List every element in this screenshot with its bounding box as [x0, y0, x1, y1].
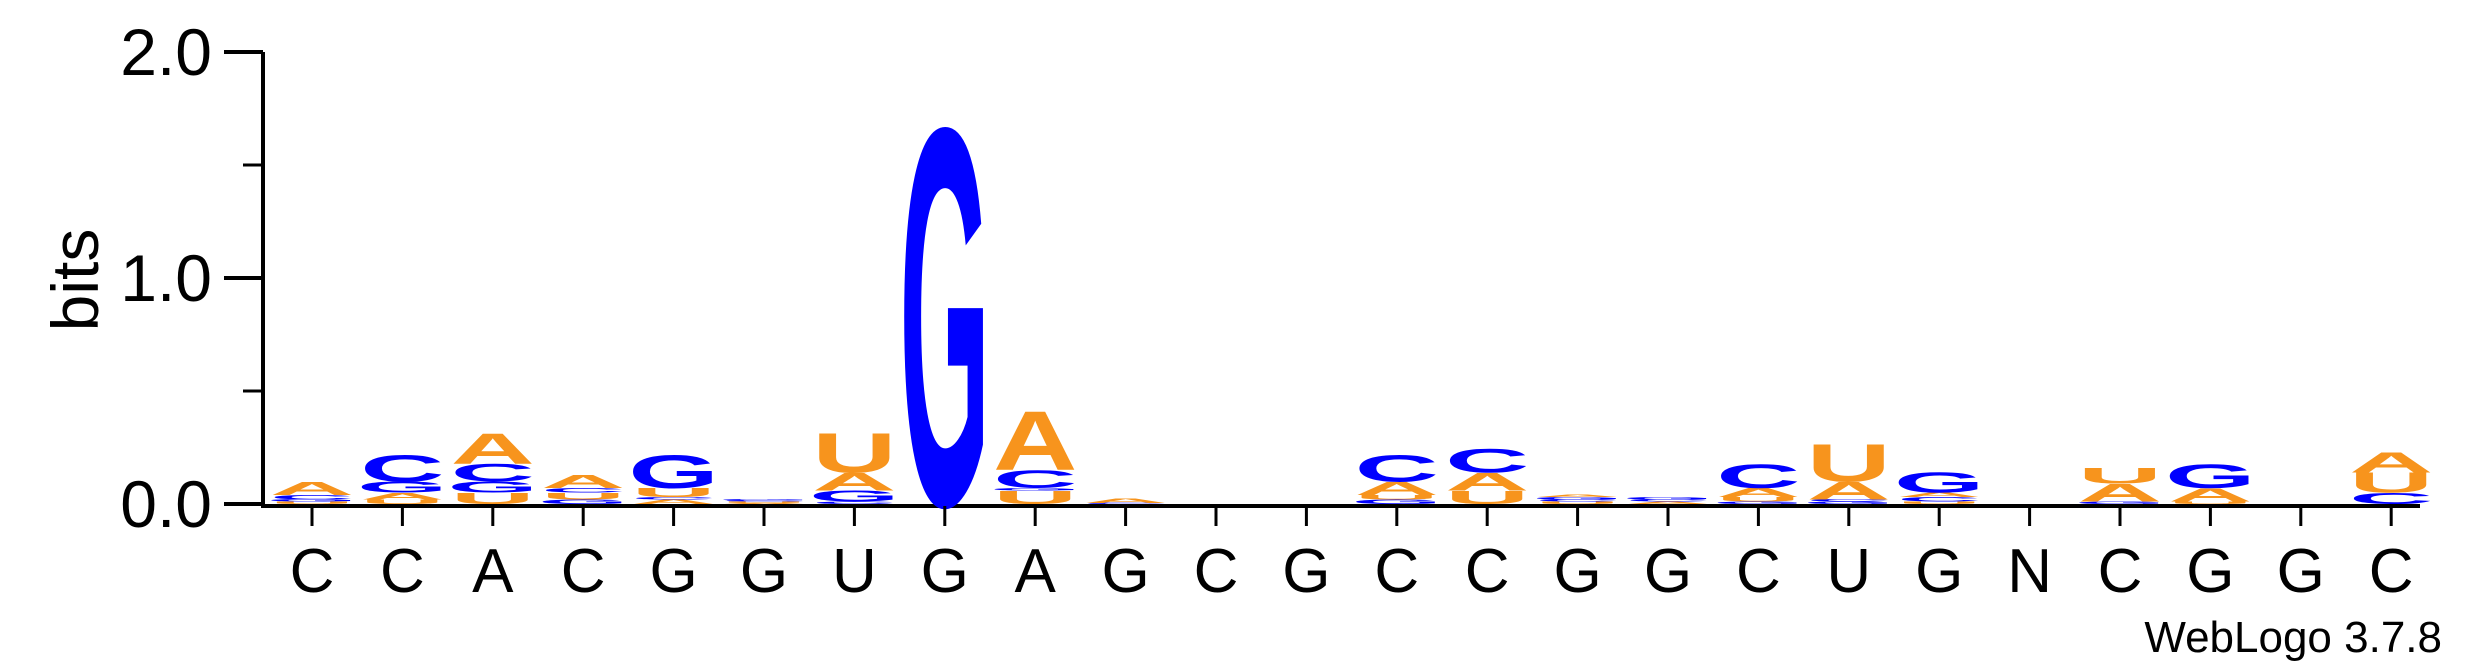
- logo-letter-a: A: [1083, 497, 1167, 504]
- x-tick-label: N: [2007, 537, 2052, 606]
- logo-letter-a: A: [993, 394, 1077, 489]
- x-tick-label: G: [1644, 537, 1692, 606]
- x-tick-label: C: [290, 537, 335, 606]
- weblogo-footer: WebLogo 3.7.8: [2144, 613, 2442, 662]
- y-tick-label: 1.0: [120, 241, 212, 315]
- x-tick-label: G: [740, 537, 788, 606]
- x-tick-label: G: [1282, 537, 1330, 606]
- logo-letter-g: G: [899, 15, 990, 619]
- x-tick-label: C: [1465, 537, 1510, 606]
- x-tick-label: U: [1826, 537, 1871, 606]
- y-axis-label: bits: [38, 229, 112, 332]
- logo-letter-g: G: [1623, 497, 1714, 500]
- logo-letter-c: C: [1445, 441, 1529, 480]
- logo-letter-g: G: [1894, 467, 1985, 499]
- x-tick-label: C: [1194, 537, 1239, 606]
- x-tick-label: G: [921, 537, 969, 606]
- x-tick-label: G: [1915, 537, 1963, 606]
- logo-letter-g: G: [628, 445, 719, 498]
- x-tick-label: C: [561, 537, 606, 606]
- logo-letter-c: C: [1716, 457, 1800, 496]
- logo-letter-a: A: [2349, 447, 2433, 479]
- logo-letter-a: A: [451, 423, 535, 472]
- logo-letter-a: A: [541, 471, 625, 492]
- logo-letter-a: A: [270, 478, 354, 499]
- x-tick-label: A: [472, 537, 514, 606]
- logo-letter-u: U: [2078, 464, 2162, 489]
- y-axis-ticks: 0.0 1.0 2.0: [120, 15, 263, 541]
- logo-letter-c: C: [360, 448, 444, 490]
- x-tick-label: C: [1374, 537, 1419, 606]
- x-tick-label: C: [2098, 537, 2143, 606]
- x-tick-label: C: [1736, 537, 1781, 606]
- logo-letter-g: G: [719, 499, 810, 501]
- x-tick-label: A: [1015, 537, 1057, 606]
- y-tick-label: 0.0: [120, 467, 212, 541]
- logo-letter-a: A: [1535, 494, 1619, 497]
- x-tick-label: G: [649, 537, 697, 606]
- x-tick-label: C: [2369, 537, 2414, 606]
- x-tick-label: G: [1553, 537, 1601, 606]
- logo-letter-g: G: [2165, 457, 2256, 496]
- x-tick-label: G: [1101, 537, 1149, 606]
- logo-letter-c: C: [1355, 448, 1439, 490]
- logo-letter-u: U: [812, 422, 896, 485]
- logo-letter-u: U: [1807, 434, 1891, 493]
- x-tick-label: U: [832, 537, 877, 606]
- y-tick-label: 2.0: [120, 15, 212, 89]
- x-tick-label: G: [2186, 537, 2234, 606]
- x-tick-label: G: [2277, 537, 2325, 606]
- x-tick-label: C: [380, 537, 425, 606]
